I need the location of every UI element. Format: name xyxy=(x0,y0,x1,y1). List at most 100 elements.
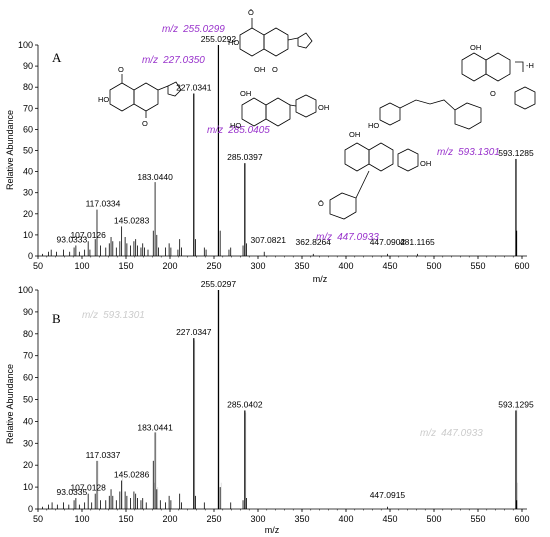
x-tick-label: 100 xyxy=(74,514,89,524)
peak-label: 227.0341 xyxy=(176,83,212,93)
structure-593-o: O xyxy=(490,89,496,98)
y-tick-label: 90 xyxy=(23,307,33,317)
y-tick-label: 10 xyxy=(23,482,33,492)
x-tick-label: 100 xyxy=(74,261,89,271)
y-tick-label: 50 xyxy=(23,395,33,405)
structure-255-ho: HO xyxy=(228,38,239,47)
peak-label: 285.0402 xyxy=(227,399,263,409)
peak-label: 447.0915 xyxy=(370,490,406,500)
peak-label: 183.0440 xyxy=(137,172,173,182)
y-tick-label: 50 xyxy=(23,146,33,156)
peak-label: 107.0126 xyxy=(70,230,106,240)
x-tick-label: 550 xyxy=(470,514,485,524)
ghost-mz-593: m/z 593.1301 xyxy=(82,310,145,321)
y-tick-label: 20 xyxy=(23,460,33,470)
y-tick-label: 40 xyxy=(23,416,33,426)
x-tick-label: 500 xyxy=(426,261,441,271)
structure-mz-227: O HO O xyxy=(98,65,182,128)
panel-a-y-axis-label: Relative Abundance xyxy=(5,110,15,190)
structure-255-oh: OH xyxy=(254,65,265,74)
x-tick-label: 300 xyxy=(250,261,265,271)
structure-mz-285: OH HO OH xyxy=(230,89,329,130)
peak-label: 362.8264 xyxy=(296,237,332,247)
theoretical-mz-447: m/z 447.0933 xyxy=(316,232,379,243)
x-tick-label: 350 xyxy=(294,514,309,524)
y-tick-label: 20 xyxy=(23,209,33,219)
peak-label: 107.0128 xyxy=(70,483,106,493)
structure-593-oh: OH xyxy=(470,43,481,52)
peak-label: 145.0286 xyxy=(114,470,150,480)
structure-255-o-minus: Ō xyxy=(248,8,254,17)
peak-label: 285.0397 xyxy=(227,152,263,162)
structure-mz-255: Ō HO OH O xyxy=(228,8,313,74)
x-tick-label: 450 xyxy=(382,261,397,271)
panel-a-letter: A xyxy=(52,50,62,65)
peak-label: 593.1295 xyxy=(498,399,534,409)
theoretical-mz-593: m/z 593.1301 xyxy=(437,147,500,158)
y-tick-label: 80 xyxy=(23,82,33,92)
y-tick-label: 100 xyxy=(18,40,33,50)
y-tick-label: 70 xyxy=(23,351,33,361)
y-tick-label: 40 xyxy=(23,167,33,177)
structure-285-ho: HO xyxy=(230,121,241,130)
y-tick-label: 10 xyxy=(23,230,33,240)
structure-447-oh: OH xyxy=(349,130,360,139)
x-tick-label: 400 xyxy=(338,261,353,271)
theoretical-mz-255: m/z 255.0299 xyxy=(162,24,225,35)
peak-label: 117.0334 xyxy=(86,199,121,209)
structure-255-o: O xyxy=(272,65,278,74)
structure-mz-447: OH Ō OH xyxy=(318,130,431,220)
theoretical-mz-227: m/z 227.0350 xyxy=(142,55,205,66)
deprotonated-bracket: -H xyxy=(515,61,534,72)
x-tick-label: 150 xyxy=(118,261,133,271)
structure-285-oh2: OH xyxy=(318,103,329,112)
y-tick-label: 0 xyxy=(28,504,33,514)
x-tick-label: 300 xyxy=(250,514,265,524)
x-tick-label: 50 xyxy=(33,514,43,524)
y-tick-label: 70 xyxy=(23,103,33,113)
spectrum-panel-a: A Relative Abundance m/z 0 10 20 30 40 50 60 70… xyxy=(5,8,536,284)
panel-b-x-axis-label: m/z xyxy=(265,525,280,535)
spectrum-panel-b: B Relative Abundance m/z 0 10 20 30 40 50 60 70… xyxy=(5,279,534,535)
peak-label: 307.0821 xyxy=(251,235,287,245)
panel-b-letter: B xyxy=(52,311,61,326)
y-tick-label: 100 xyxy=(18,285,33,295)
y-tick-label: 30 xyxy=(23,188,33,198)
x-tick-label: 450 xyxy=(382,514,397,524)
y-tick-label: 80 xyxy=(23,329,33,339)
y-tick-label: 60 xyxy=(23,373,33,383)
theoretical-mz-285: m/z 285.0405 xyxy=(207,125,270,136)
x-tick-label: 50 xyxy=(33,261,43,271)
peak-label: 227.0347 xyxy=(176,327,212,337)
structure-mz-593: OH HO O xyxy=(368,43,536,130)
panel-b-y-axis-label: Relative Abundance xyxy=(5,364,15,444)
y-tick-label: 30 xyxy=(23,438,33,448)
y-tick-label: 0 xyxy=(28,251,33,261)
bracket-label: -H xyxy=(526,61,534,70)
y-tick-label: 90 xyxy=(23,61,33,71)
peak-label: 117.0337 xyxy=(86,450,121,460)
peak-label: 593.1285 xyxy=(498,148,534,158)
x-tick-label: 200 xyxy=(162,261,177,271)
peak-label: 255.0297 xyxy=(201,279,237,289)
structure-593-ho: HO xyxy=(368,121,379,130)
x-tick-label: 250 xyxy=(206,261,221,271)
structure-227-ho: HO xyxy=(98,95,109,104)
panel-a-x-axis-label: m/z xyxy=(313,274,328,284)
peak-label: 481.1165 xyxy=(400,237,435,247)
structure-447-oh2: OH xyxy=(420,159,431,168)
peak-label: 447.0902 xyxy=(370,237,406,247)
peak-label: 183.0441 xyxy=(137,422,173,432)
y-tick-label: 60 xyxy=(23,124,33,134)
x-tick-label: 600 xyxy=(514,514,529,524)
ghost-mz-447: m/z 447.0933 xyxy=(420,428,483,439)
peak-label: 145.0283 xyxy=(114,215,150,225)
x-tick-label: 550 xyxy=(470,261,485,271)
peak-label: 93.0333 xyxy=(57,234,88,244)
structure-285-oh: OH xyxy=(240,89,251,98)
peak-label: 255.0292 xyxy=(201,34,237,44)
x-tick-label: 600 xyxy=(514,261,529,271)
peak-label: 93.0335 xyxy=(57,487,88,497)
structure-447-o-minus: Ō xyxy=(318,199,324,208)
